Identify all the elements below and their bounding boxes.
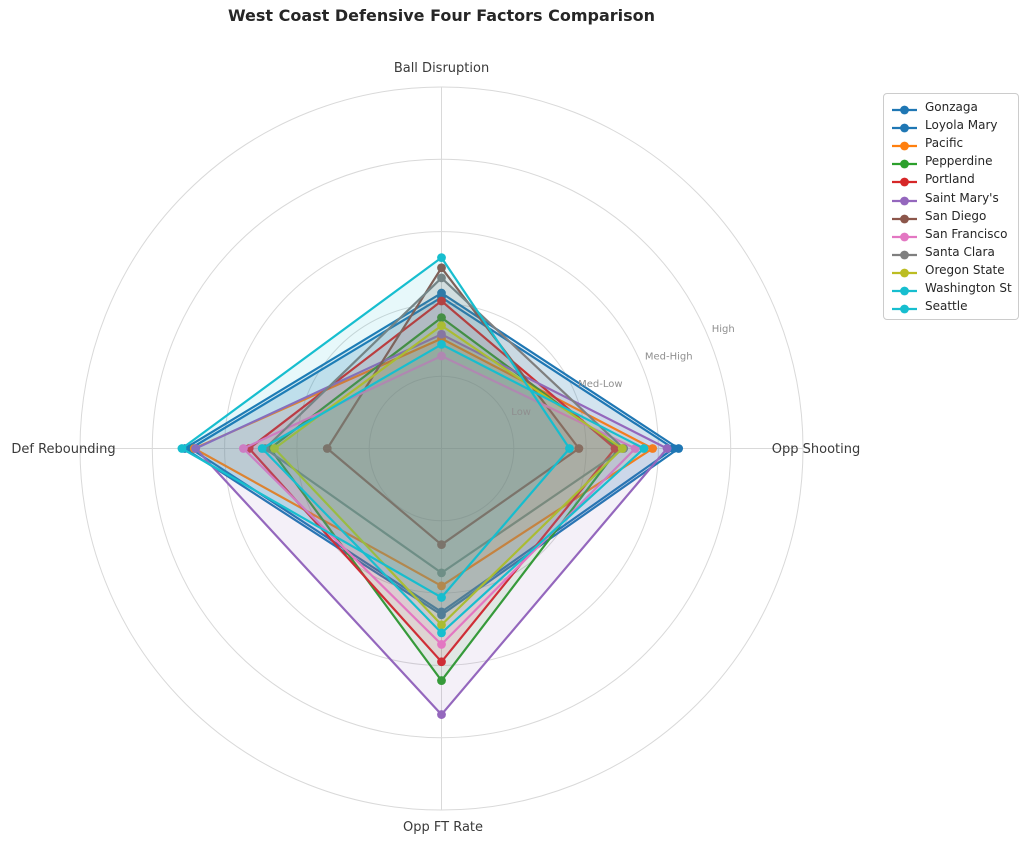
axis-label-def-rebounding: Def Rebounding: [11, 442, 115, 457]
legend-label: San Francisco: [925, 226, 1008, 241]
series-marker-pepperdine: [437, 313, 446, 323]
legend-item-pacific: Pacific: [891, 134, 1010, 152]
series-marker-portland: [437, 657, 446, 667]
series-marker-washington-st: [437, 253, 446, 263]
series-marker-san-diego: [437, 540, 446, 550]
series-marker-san-diego: [574, 444, 584, 453]
series-marker-washington-st: [565, 444, 574, 453]
legend-item-oregon-state: Oregon State: [891, 261, 1010, 279]
series-marker-pacific: [648, 444, 658, 453]
legend-line-marker-icon: [891, 137, 918, 151]
legend-item-loyola-mary: Loyola Mary: [891, 116, 1010, 134]
series-marker-saint-mary-s: [191, 444, 201, 453]
series-marker-seattle: [437, 339, 446, 349]
series-marker-seattle: [437, 628, 446, 638]
legend-label: Pacific: [925, 136, 964, 151]
legend-item-pepperdine: Pepperdine: [891, 152, 1010, 170]
legend-label: Pepperdine: [925, 154, 993, 169]
legend-line-marker-icon: [891, 282, 918, 296]
series-marker-pepperdine: [437, 676, 446, 685]
legend-line-marker-icon: [891, 101, 918, 115]
series-marker-washington-st: [177, 444, 187, 453]
series-marker-san-francisco: [238, 444, 248, 453]
axis-label-opp-ft-rate: Opp FT Rate: [403, 820, 483, 835]
series-marker-san-diego: [322, 444, 332, 453]
legend-item-gonzaga: Gonzaga: [891, 98, 1010, 116]
series-marker-san-diego: [437, 263, 446, 273]
legend-line-marker-icon: [891, 173, 918, 187]
legend-item-san-francisco: San Francisco: [891, 225, 1010, 243]
legend-line-marker-icon: [891, 192, 918, 205]
legend-item-seattle: Seattle: [891, 297, 1010, 315]
legend-line-marker-icon: [891, 119, 918, 133]
series-marker-oregon-state: [270, 444, 279, 453]
legend-line-marker-icon: [891, 210, 918, 224]
legend-line-marker-icon: [891, 246, 918, 260]
legend-item-portland: Portland: [891, 170, 1010, 188]
radial-tick-label: Low: [511, 407, 531, 418]
legend-label: San Diego: [925, 208, 987, 223]
legend-label: Portland: [925, 172, 975, 187]
series-marker-san-francisco: [437, 351, 446, 361]
legend-label: Oregon State: [925, 262, 1005, 277]
legend-label: Gonzaga: [925, 100, 978, 115]
series-marker-saint-mary-s: [437, 710, 446, 719]
axis-label-opp-shooting: Opp Shooting: [772, 442, 860, 457]
legend-label: Loyola Mary: [925, 118, 998, 133]
legend-item-saint-mary-s: Saint Mary's: [891, 188, 1010, 206]
series-marker-saint-mary-s: [437, 329, 446, 339]
series-marker-portland: [437, 296, 446, 306]
legend-line-marker-icon: [891, 228, 918, 242]
series-marker-loyola-mary: [669, 444, 678, 453]
legend-line-marker-icon: [891, 155, 918, 169]
radial-tick-label: Med-Low: [578, 379, 622, 390]
legend-line-marker-icon: [891, 300, 918, 314]
series-marker-seattle: [639, 444, 649, 453]
legend-label: Saint Mary's: [925, 190, 999, 205]
series-marker-oregon-state: [437, 620, 446, 630]
legend-label: Santa Clara: [925, 244, 995, 259]
legend-item-san-diego: San Diego: [891, 207, 1010, 225]
radial-tick-label: Med-High: [645, 352, 693, 363]
legend-line-marker-icon: [891, 264, 918, 278]
radial-tick-label: High: [712, 324, 735, 335]
legend: Gonzaga Loyola Mary Pacific Pepperdine Portl…: [883, 93, 1019, 321]
legend-label: Seattle: [925, 299, 968, 314]
series-marker-santa-clara: [437, 273, 446, 283]
series-marker-saint-mary-s: [662, 444, 672, 453]
legend-item-santa-clara: Santa Clara: [891, 243, 1010, 261]
series-marker-pacific: [437, 581, 446, 591]
axis-label-ball-disruption: Ball Disruption: [394, 61, 489, 76]
series-marker-seattle: [257, 444, 267, 453]
series-marker-oregon-state: [617, 444, 627, 453]
legend-item-washington-st: Washington St: [891, 279, 1012, 297]
series-marker-san-francisco: [437, 640, 446, 649]
series-marker-loyola-mary: [437, 607, 446, 617]
chart-title: West Coast Defensive Four Factors Compar…: [227, 6, 656, 25]
series-marker-santa-clara: [437, 568, 446, 578]
series-marker-washington-st: [437, 593, 446, 602]
legend-label: Washington St: [925, 280, 1012, 295]
series-marker-oregon-state: [437, 321, 446, 330]
